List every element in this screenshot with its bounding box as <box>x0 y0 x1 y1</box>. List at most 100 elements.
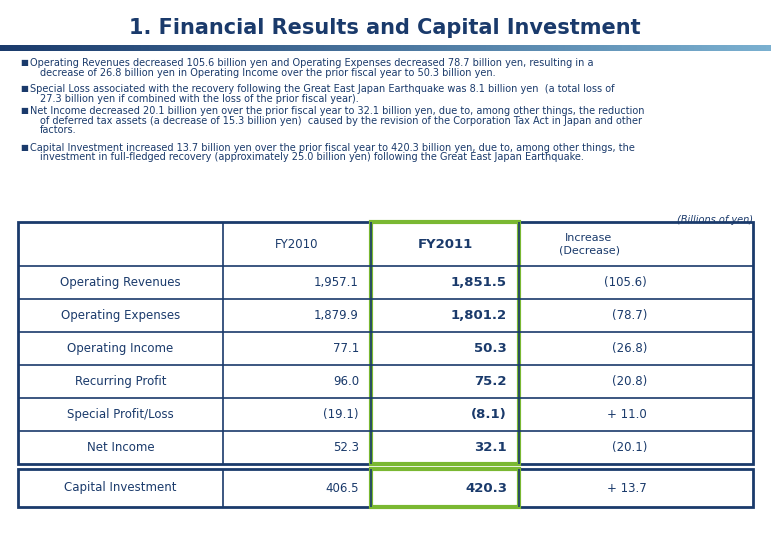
Text: 52.3: 52.3 <box>333 441 359 454</box>
Text: 420.3: 420.3 <box>465 481 507 494</box>
Bar <box>136 45 140 51</box>
Text: ■: ■ <box>20 58 28 67</box>
Bar <box>511 45 514 51</box>
Bar <box>663 45 666 51</box>
Text: investment in full-fledged recovery (approximately 25.0 billion yen) following t: investment in full-fledged recovery (app… <box>40 153 584 162</box>
Bar <box>686 45 689 51</box>
Bar <box>54 45 57 51</box>
Bar <box>322 45 325 51</box>
Bar <box>763 45 766 51</box>
Bar <box>491 45 494 51</box>
Text: + 13.7: + 13.7 <box>608 481 647 494</box>
Bar <box>601 45 604 51</box>
Bar <box>371 469 519 507</box>
Text: FY2010: FY2010 <box>275 238 318 251</box>
Bar <box>732 45 736 51</box>
Bar <box>758 45 761 51</box>
Bar <box>473 45 476 51</box>
Bar <box>29 45 32 51</box>
Text: 1,879.9: 1,879.9 <box>314 309 359 322</box>
Bar <box>604 45 607 51</box>
Bar <box>437 45 440 51</box>
Bar <box>568 45 571 51</box>
Bar <box>337 45 340 51</box>
Bar <box>655 45 658 51</box>
Bar <box>517 45 520 51</box>
Bar <box>106 45 109 51</box>
Bar <box>684 45 687 51</box>
Bar <box>177 45 180 51</box>
Bar <box>368 45 371 51</box>
Bar <box>635 45 638 51</box>
Bar <box>345 45 348 51</box>
Text: Capital Investment increased 13.7 billion yen over the prior fiscal year to 420.: Capital Investment increased 13.7 billio… <box>30 143 635 153</box>
Bar <box>769 45 771 51</box>
Bar <box>21 45 24 51</box>
Bar <box>704 45 707 51</box>
Bar <box>15 45 19 51</box>
Bar <box>611 45 614 51</box>
Text: 77.1: 77.1 <box>333 342 359 355</box>
Bar <box>730 45 733 51</box>
Text: 75.2: 75.2 <box>474 375 507 388</box>
Bar <box>69 45 72 51</box>
Bar <box>756 45 759 51</box>
Bar <box>545 45 548 51</box>
Bar <box>727 45 730 51</box>
Bar <box>144 45 147 51</box>
Bar <box>702 45 705 51</box>
Bar <box>661 45 664 51</box>
Bar <box>210 45 214 51</box>
Bar <box>316 45 319 51</box>
Bar <box>576 45 579 51</box>
Text: (Billions of yen): (Billions of yen) <box>677 215 753 225</box>
Bar <box>378 45 381 51</box>
Bar <box>573 45 576 51</box>
Bar <box>108 45 111 51</box>
Text: Net Income: Net Income <box>86 441 154 454</box>
Bar <box>18 469 753 507</box>
Bar <box>67 45 70 51</box>
Bar <box>293 45 296 51</box>
Bar <box>41 45 44 51</box>
Bar <box>193 45 196 51</box>
Bar <box>249 45 252 51</box>
Bar <box>185 45 188 51</box>
Bar <box>553 45 556 51</box>
Bar <box>658 45 661 51</box>
Bar <box>98 45 101 51</box>
Bar <box>445 45 448 51</box>
Bar <box>750 45 753 51</box>
Bar <box>537 45 540 51</box>
Text: 1,957.1: 1,957.1 <box>314 276 359 289</box>
Bar <box>195 45 198 51</box>
Bar <box>422 45 425 51</box>
Bar <box>455 45 458 51</box>
Bar <box>748 45 751 51</box>
Bar <box>87 45 90 51</box>
Bar <box>725 45 728 51</box>
Bar <box>496 45 499 51</box>
Text: Special Loss associated with the recovery following the Great East Japan Earthqu: Special Loss associated with the recover… <box>30 84 614 94</box>
Bar <box>463 45 466 51</box>
Bar <box>218 45 221 51</box>
Bar <box>550 45 553 51</box>
Bar <box>254 45 258 51</box>
Text: factors.: factors. <box>40 125 76 135</box>
Bar <box>167 45 170 51</box>
Bar <box>62 45 65 51</box>
Bar <box>586 45 589 51</box>
Bar <box>170 45 173 51</box>
Bar <box>59 45 62 51</box>
Bar <box>77 45 80 51</box>
Bar <box>23 45 26 51</box>
Bar <box>715 45 718 51</box>
Bar <box>627 45 630 51</box>
Bar <box>676 45 679 51</box>
Bar <box>429 45 433 51</box>
Bar <box>709 45 712 51</box>
Text: (26.8): (26.8) <box>611 342 647 355</box>
Bar <box>501 45 504 51</box>
Text: 32.1: 32.1 <box>474 441 507 454</box>
Bar <box>419 45 422 51</box>
